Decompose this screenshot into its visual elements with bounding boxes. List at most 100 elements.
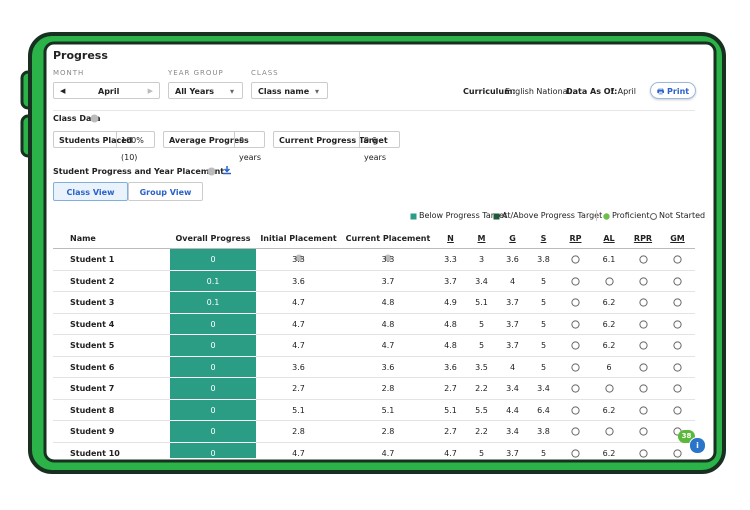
header-label: Name bbox=[70, 234, 96, 243]
table-cell: 3.3 bbox=[256, 249, 341, 271]
table-cell: 3.6 bbox=[435, 357, 466, 378]
legend-swatch bbox=[493, 213, 500, 220]
not-started-icon bbox=[638, 362, 648, 372]
table-cell: Student 2 bbox=[53, 271, 170, 292]
table-cell: 2.7 bbox=[435, 378, 466, 400]
column-header: Name bbox=[53, 228, 170, 249]
table-cell: 3.4 bbox=[466, 271, 497, 292]
legend-label: Below Progress Target bbox=[419, 211, 508, 220]
not-started-icon bbox=[638, 255, 648, 264]
filter-select[interactable]: ◀ ▶ April bbox=[53, 82, 160, 99]
class-data-title: Class Data bbox=[53, 114, 101, 123]
header-label: AL bbox=[603, 234, 615, 243]
table-cell bbox=[626, 249, 660, 271]
not-started-icon bbox=[571, 276, 580, 286]
table-cell: 2.8 bbox=[341, 378, 435, 400]
legend-label: Proficient bbox=[612, 211, 650, 220]
table-cell bbox=[660, 249, 695, 271]
divider bbox=[53, 110, 695, 111]
legend-swatch bbox=[603, 213, 610, 220]
stat-value: 100% (10) bbox=[116, 132, 154, 162]
table-cell: 3.4 bbox=[497, 421, 528, 443]
not-started-icon bbox=[571, 341, 580, 350]
class-data-box: Students Placed 100% (10) bbox=[53, 131, 155, 162]
legend-swatch bbox=[410, 213, 417, 220]
not-started-icon bbox=[638, 384, 648, 393]
column-header: G bbox=[497, 228, 528, 249]
header-label: RP bbox=[569, 234, 582, 243]
filter-value: April bbox=[98, 87, 120, 96]
table-cell: 2.7 bbox=[256, 378, 341, 400]
column-header: Initial Placement bbox=[256, 228, 341, 262]
not-started-icon bbox=[673, 276, 682, 286]
table-cell bbox=[626, 357, 660, 378]
table-cell: Student 1 bbox=[53, 249, 170, 271]
not-started-icon bbox=[571, 255, 580, 264]
not-started-icon bbox=[638, 405, 648, 415]
legend-swatch bbox=[650, 213, 657, 220]
table-cell: 3.3 bbox=[435, 249, 466, 271]
table-cell: 6.2 bbox=[592, 335, 626, 357]
table-cell: 5 bbox=[528, 314, 559, 335]
not-started-icon bbox=[638, 298, 648, 307]
table-cell: 3.7 bbox=[497, 335, 528, 357]
table-cell: 4.7 bbox=[256, 443, 341, 459]
table-cell: Student 3 bbox=[53, 292, 170, 314]
info-badge[interactable]: i bbox=[689, 437, 706, 454]
info-label: Curriculum: bbox=[463, 87, 516, 96]
not-started-icon bbox=[604, 276, 614, 286]
table-cell bbox=[660, 443, 695, 459]
table-cell: 6 bbox=[592, 357, 626, 378]
table-cell: 2.7 bbox=[435, 421, 466, 443]
filter-select[interactable]: Class name ▾ bbox=[251, 82, 328, 99]
stat-value: 0.6 years bbox=[359, 132, 399, 162]
info-label: Data As Of: bbox=[566, 87, 618, 96]
table-cell: 0 bbox=[170, 313, 256, 335]
table-cell: 0.1 bbox=[170, 292, 256, 314]
table-cell bbox=[559, 443, 592, 459]
legend-swatch-icon bbox=[410, 213, 417, 220]
table-cell: 6.2 bbox=[592, 292, 626, 314]
table-cell bbox=[559, 249, 592, 271]
filter-label: CLASS bbox=[251, 69, 279, 77]
table-cell: 3.7 bbox=[435, 271, 466, 292]
header-label: Initial Placement bbox=[260, 234, 337, 243]
section-title: Student Progress and Year Placement bbox=[53, 167, 225, 176]
print-button[interactable]: 🖶 Print bbox=[650, 82, 696, 99]
column-header: S bbox=[528, 228, 559, 249]
view-tab[interactable]: Class View bbox=[53, 182, 128, 201]
table-cell: 5.1 bbox=[466, 292, 497, 314]
header-label: G bbox=[509, 234, 516, 243]
table-cell: 6.1 bbox=[592, 249, 626, 271]
view-tab[interactable]: Group View bbox=[128, 182, 203, 201]
table-cell: 3.7 bbox=[497, 314, 528, 335]
table-cell bbox=[592, 421, 626, 443]
filter-select[interactable]: All Years ▾ bbox=[168, 82, 243, 99]
help-icon-icon bbox=[207, 167, 216, 176]
table-cell: 0.1 bbox=[170, 270, 256, 292]
table-cell: 4.8 bbox=[435, 314, 466, 335]
stat-value: 0 years bbox=[234, 132, 264, 162]
table-cell bbox=[559, 357, 592, 378]
table-cell: 0 bbox=[170, 421, 256, 443]
table-cell: Student 6 bbox=[53, 357, 170, 378]
table-cell: 0 bbox=[170, 378, 256, 400]
stat-label: Average Progress bbox=[169, 136, 249, 145]
table-cell: Student 5 bbox=[53, 335, 170, 357]
not-started-icon bbox=[673, 384, 682, 393]
table-cell: 6.2 bbox=[592, 443, 626, 459]
table-cell: 0 bbox=[170, 356, 256, 378]
header-label: Overall Progress bbox=[175, 234, 251, 243]
header-label: GM bbox=[670, 234, 685, 243]
table-cell bbox=[592, 378, 626, 400]
table-cell: 3.6 bbox=[341, 357, 435, 378]
table-cell: 4.7 bbox=[435, 443, 466, 459]
not-started-icon bbox=[638, 276, 648, 286]
legend-swatch-icon bbox=[650, 213, 657, 220]
not-started-icon bbox=[604, 384, 614, 393]
not-started-icon bbox=[571, 448, 580, 458]
column-header: Overall Progress bbox=[170, 228, 256, 249]
legend-swatch-icon bbox=[603, 213, 610, 220]
table-cell bbox=[559, 314, 592, 335]
class-data-box: Average Progress 0 years bbox=[163, 131, 265, 162]
